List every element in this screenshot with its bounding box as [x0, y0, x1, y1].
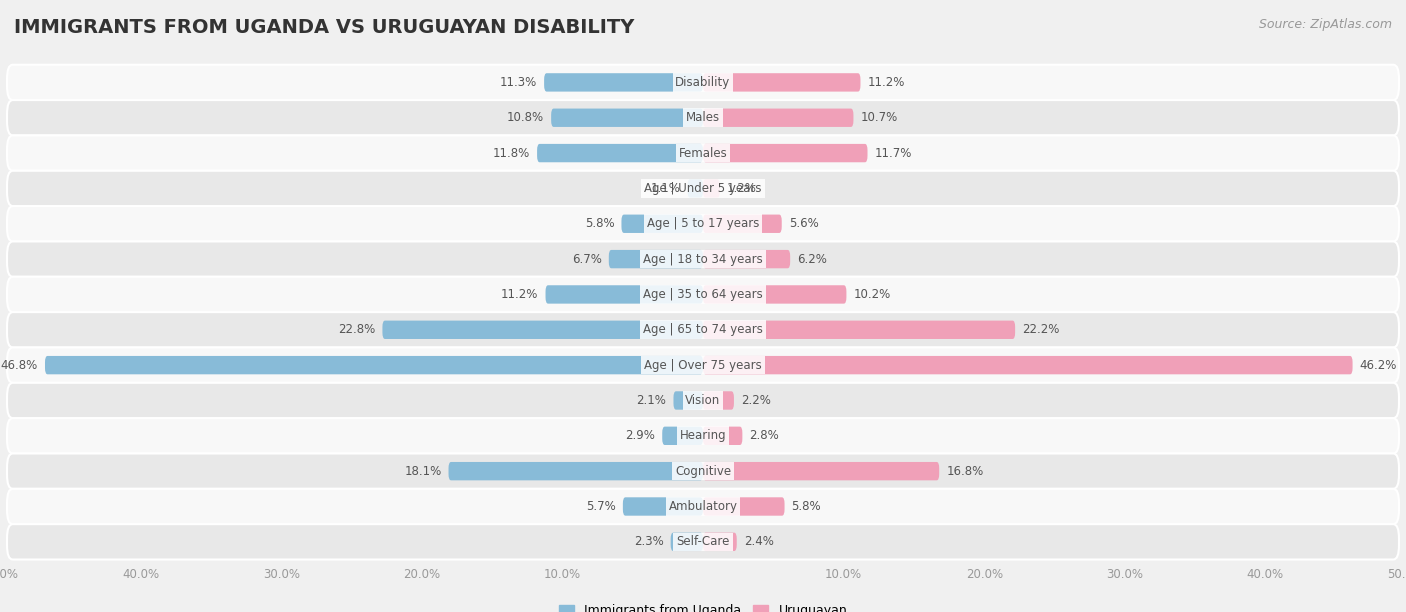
- FancyBboxPatch shape: [7, 453, 1399, 489]
- Text: 11.3%: 11.3%: [501, 76, 537, 89]
- FancyBboxPatch shape: [703, 285, 846, 304]
- Text: Females: Females: [679, 147, 727, 160]
- Text: 10.2%: 10.2%: [853, 288, 890, 301]
- FancyBboxPatch shape: [7, 277, 1399, 312]
- Text: 22.8%: 22.8%: [339, 323, 375, 336]
- FancyBboxPatch shape: [703, 391, 734, 409]
- FancyBboxPatch shape: [7, 312, 1399, 348]
- Text: 5.8%: 5.8%: [792, 500, 821, 513]
- FancyBboxPatch shape: [7, 171, 1399, 206]
- FancyBboxPatch shape: [673, 391, 703, 409]
- Text: Ambulatory: Ambulatory: [668, 500, 738, 513]
- Text: Self-Care: Self-Care: [676, 536, 730, 548]
- FancyBboxPatch shape: [382, 321, 703, 339]
- Text: 18.1%: 18.1%: [405, 465, 441, 477]
- FancyBboxPatch shape: [671, 532, 703, 551]
- Text: 5.8%: 5.8%: [585, 217, 614, 230]
- FancyBboxPatch shape: [623, 498, 703, 516]
- FancyBboxPatch shape: [7, 100, 1399, 135]
- Legend: Immigrants from Uganda, Uruguayan: Immigrants from Uganda, Uruguayan: [554, 599, 852, 612]
- FancyBboxPatch shape: [7, 489, 1399, 524]
- Text: Age | 5 to 17 years: Age | 5 to 17 years: [647, 217, 759, 230]
- FancyBboxPatch shape: [7, 135, 1399, 171]
- Text: 2.9%: 2.9%: [626, 429, 655, 442]
- Text: Disability: Disability: [675, 76, 731, 89]
- FancyBboxPatch shape: [7, 65, 1399, 100]
- Text: Age | 65 to 74 years: Age | 65 to 74 years: [643, 323, 763, 336]
- FancyBboxPatch shape: [703, 144, 868, 162]
- FancyBboxPatch shape: [546, 285, 703, 304]
- Text: 22.2%: 22.2%: [1022, 323, 1060, 336]
- FancyBboxPatch shape: [703, 179, 720, 198]
- Text: 11.8%: 11.8%: [494, 147, 530, 160]
- FancyBboxPatch shape: [609, 250, 703, 268]
- Text: Age | 35 to 64 years: Age | 35 to 64 years: [643, 288, 763, 301]
- Text: 1.2%: 1.2%: [727, 182, 756, 195]
- FancyBboxPatch shape: [703, 215, 782, 233]
- Text: 10.8%: 10.8%: [508, 111, 544, 124]
- Text: Age | 18 to 34 years: Age | 18 to 34 years: [643, 253, 763, 266]
- Text: 6.7%: 6.7%: [572, 253, 602, 266]
- FancyBboxPatch shape: [7, 206, 1399, 242]
- Text: 46.8%: 46.8%: [1, 359, 38, 371]
- Text: Age | Under 5 years: Age | Under 5 years: [644, 182, 762, 195]
- Text: 2.1%: 2.1%: [637, 394, 666, 407]
- Text: 11.2%: 11.2%: [868, 76, 905, 89]
- FancyBboxPatch shape: [703, 532, 737, 551]
- FancyBboxPatch shape: [7, 348, 1399, 382]
- FancyBboxPatch shape: [621, 215, 703, 233]
- Text: 11.7%: 11.7%: [875, 147, 912, 160]
- Text: 5.6%: 5.6%: [789, 217, 818, 230]
- Text: IMMIGRANTS FROM UGANDA VS URUGUAYAN DISABILITY: IMMIGRANTS FROM UGANDA VS URUGUAYAN DISA…: [14, 18, 634, 37]
- Text: 2.4%: 2.4%: [744, 536, 773, 548]
- FancyBboxPatch shape: [703, 427, 742, 445]
- FancyBboxPatch shape: [703, 73, 860, 92]
- FancyBboxPatch shape: [7, 242, 1399, 277]
- FancyBboxPatch shape: [7, 524, 1399, 559]
- FancyBboxPatch shape: [703, 356, 1353, 375]
- FancyBboxPatch shape: [703, 250, 790, 268]
- FancyBboxPatch shape: [7, 418, 1399, 453]
- Text: Vision: Vision: [685, 394, 721, 407]
- Text: Cognitive: Cognitive: [675, 465, 731, 477]
- FancyBboxPatch shape: [537, 144, 703, 162]
- FancyBboxPatch shape: [551, 108, 703, 127]
- Text: Source: ZipAtlas.com: Source: ZipAtlas.com: [1258, 18, 1392, 31]
- FancyBboxPatch shape: [544, 73, 703, 92]
- FancyBboxPatch shape: [703, 108, 853, 127]
- Text: 5.7%: 5.7%: [586, 500, 616, 513]
- Text: 2.3%: 2.3%: [634, 536, 664, 548]
- FancyBboxPatch shape: [703, 498, 785, 516]
- FancyBboxPatch shape: [703, 321, 1015, 339]
- Text: 2.2%: 2.2%: [741, 394, 770, 407]
- Text: 46.2%: 46.2%: [1360, 359, 1398, 371]
- Text: Hearing: Hearing: [679, 429, 727, 442]
- Text: 6.2%: 6.2%: [797, 253, 827, 266]
- FancyBboxPatch shape: [7, 382, 1399, 418]
- FancyBboxPatch shape: [449, 462, 703, 480]
- Text: 16.8%: 16.8%: [946, 465, 983, 477]
- FancyBboxPatch shape: [662, 427, 703, 445]
- Text: Age | Over 75 years: Age | Over 75 years: [644, 359, 762, 371]
- Text: 11.2%: 11.2%: [501, 288, 538, 301]
- Text: 10.7%: 10.7%: [860, 111, 897, 124]
- Text: 1.1%: 1.1%: [651, 182, 681, 195]
- Text: Males: Males: [686, 111, 720, 124]
- Text: 2.8%: 2.8%: [749, 429, 779, 442]
- FancyBboxPatch shape: [45, 356, 703, 375]
- FancyBboxPatch shape: [688, 179, 703, 198]
- FancyBboxPatch shape: [703, 462, 939, 480]
